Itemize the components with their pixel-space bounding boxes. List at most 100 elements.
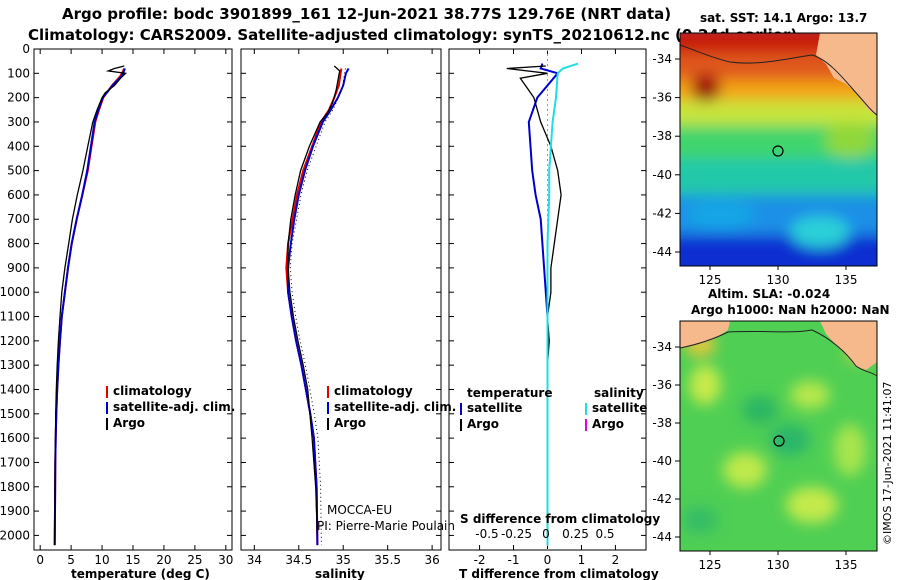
depth-axis: 0 100 200 300 400 500 600 700 800 900 1000 1100 1200… <box>0 42 30 542</box>
x-tick-label: 30 <box>218 553 233 567</box>
map-y-tick-label: -38 <box>652 129 672 143</box>
series-satellite-adj-clim- <box>53 68 126 546</box>
argo-position-marker-top <box>772 145 784 157</box>
s-difference-tick-label: 0.25 <box>562 527 589 541</box>
x-tick-label: 25 <box>187 553 202 567</box>
x-tick-label: 0 <box>36 553 44 567</box>
x-tick-label: 0 <box>544 553 552 567</box>
sst-map-title: sat. SST: 14.1 Argo: 13.7 <box>700 11 867 25</box>
s-difference-tick-label: -0.5 <box>475 527 498 541</box>
legend-label: satellite <box>592 401 647 415</box>
x-tick-label: 1 <box>578 553 586 567</box>
map-x-tick-label: 125 <box>699 558 722 572</box>
sla-map-subtitle: Argo h1000: NaN h2000: NaN <box>691 303 890 317</box>
legend-label: Argo <box>113 416 145 430</box>
map-x-tick-label: 130 <box>767 558 790 572</box>
title-line-1: Argo profile: bodc 3901899_161 12-Jun-20… <box>62 5 671 23</box>
depth-tick-label: 0 <box>22 42 30 56</box>
depth-tick-label: 1200 <box>0 334 30 348</box>
series-s-satellite <box>546 62 579 546</box>
series-t-satellite <box>527 63 560 546</box>
title-line-2: Climatology: CARS2009. Satellite-adjuste… <box>28 26 797 44</box>
depth-tick-label: 700 <box>7 212 30 226</box>
x-tick-label: 35 <box>336 553 351 567</box>
salinity-panel-frame <box>240 48 442 551</box>
depth-tick-label: 900 <box>7 261 30 275</box>
map-y-tick-label: -42 <box>652 492 672 506</box>
depth-tick-label: 500 <box>7 164 30 178</box>
x-tick-label: 35.5 <box>374 553 401 567</box>
map-x-tick-label: 130 <box>767 273 790 287</box>
x-tick-label: 20 <box>156 553 171 567</box>
depth-tick-label: 300 <box>7 115 30 129</box>
s-difference-tick-label: 0 <box>542 527 550 541</box>
sst-map-axes: -34 -36 -38 -40 -42 -44 125 130 135 <box>652 52 857 287</box>
map-x-tick-label: 135 <box>835 273 858 287</box>
depth-tick-label: 2000 <box>0 528 30 542</box>
map-x-tick-label: 125 <box>699 273 722 287</box>
salinity-xlabel: salinity <box>315 567 365 580</box>
x-tick-label: -1 <box>508 553 520 567</box>
legend-label: satellite-adj. clim. <box>334 400 456 414</box>
temperature-panel: 0 5 10 15 20 25 30 climatology satellite-adj. cl… <box>34 48 235 567</box>
map-y-tick-label: -36 <box>652 91 672 105</box>
argo-position-marker-bottom <box>773 435 785 447</box>
map-y-tick-label: -40 <box>652 168 672 182</box>
sla-map <box>680 321 877 551</box>
legend-title-salinity: salinity <box>594 386 644 400</box>
depth-tick-label: 100 <box>7 66 30 80</box>
legend-label: Argo <box>467 417 499 431</box>
salinity-panel: 34 34.5 35 35.5 36 climatology satellite-adj. … <box>241 48 456 567</box>
sla-map-title: Altim. SLA: -0.024 <box>708 287 830 301</box>
sst-map <box>680 33 877 266</box>
temperature-xlabel: temperature (deg C) <box>71 567 210 580</box>
s-difference-tick-label: 0.5 <box>595 527 614 541</box>
depth-tick-label: 200 <box>7 91 30 105</box>
map-y-tick-label: -40 <box>652 454 672 468</box>
depth-tick-label: 600 <box>7 188 30 202</box>
x-tick-label: 2 <box>612 553 620 567</box>
legend-label: Argo <box>592 417 624 431</box>
depth-tick-label: 1800 <box>0 480 30 494</box>
series-argo <box>54 65 128 546</box>
x-tick-label: 34 <box>247 553 262 567</box>
legend-label: Argo <box>334 416 366 430</box>
map-y-tick-label: -44 <box>652 245 672 259</box>
depth-tick-label: 1000 <box>0 285 30 299</box>
map-y-tick-label: -44 <box>652 530 672 544</box>
sla-map-axes: -34 -36 -38 -40 -42 -44 125 130 135 <box>652 340 857 572</box>
s-difference-tick-label: -0.25 <box>501 527 532 541</box>
series-climatology <box>285 68 343 546</box>
depth-tick-label: 1700 <box>0 455 30 469</box>
depth-tick-label: 1300 <box>0 358 30 372</box>
depth-tick-label: 1900 <box>0 504 30 518</box>
map-y-tick-label: -42 <box>652 206 672 220</box>
legend-label: climatology <box>334 384 413 398</box>
depth-tick-label: 1400 <box>0 382 30 396</box>
x-tick-label: 5 <box>67 553 75 567</box>
legend-label: satellite-adj. clim. <box>113 400 235 414</box>
depth-tick-label: 400 <box>7 139 30 153</box>
map-y-tick-label: -38 <box>652 416 672 430</box>
float-pi-label: PI: Pierre-Marie Poulain <box>317 519 455 533</box>
x-tick-label: -2 <box>474 553 486 567</box>
depth-tick-label: 800 <box>7 237 30 251</box>
map-y-tick-label: -34 <box>652 52 672 66</box>
series-dotted-reference <box>289 68 346 546</box>
x-tick-label: 10 <box>94 553 109 567</box>
depth-tick-label: 1600 <box>0 431 30 445</box>
s-difference-ticks: -0.5 -0.25 0 0.25 0.5 <box>475 527 614 541</box>
legend-label: climatology <box>113 384 192 398</box>
legend-label: satellite <box>467 401 522 415</box>
s-difference-label: S difference from climatology <box>460 512 660 526</box>
map-y-tick-label: -36 <box>652 378 672 392</box>
x-tick-label: 34.5 <box>285 553 312 567</box>
imos-credit: ©IMOS 17-Jun-2021 11:41:07 <box>881 381 894 545</box>
map-y-tick-label: -34 <box>652 340 672 354</box>
map-x-tick-label: 135 <box>835 558 858 572</box>
legend-title-temperature: temperature <box>467 386 552 400</box>
series-argo <box>287 65 341 536</box>
series-t-argo <box>506 65 562 546</box>
